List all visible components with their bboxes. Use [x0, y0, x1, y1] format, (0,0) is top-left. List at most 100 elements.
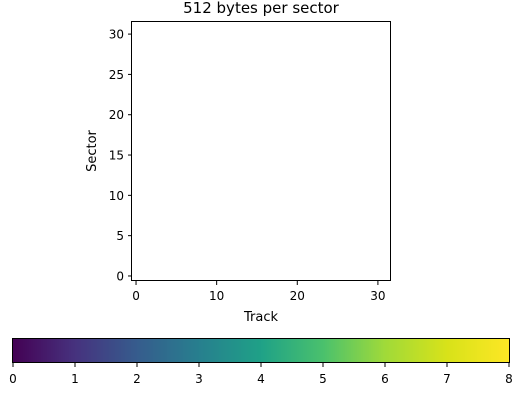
- colorbar-segment: [105, 339, 108, 362]
- x-axis-ticks: 0 10 20 30: [132, 281, 386, 303]
- colorbar-segment: [289, 339, 292, 362]
- colorbar-tick-label: 0: [9, 372, 17, 386]
- colorbar-segment: [159, 339, 162, 362]
- colorbar-segment: [281, 339, 284, 362]
- colorbar-segment: [151, 339, 154, 362]
- colorbar-segment: [309, 339, 312, 362]
- colorbar-segment: [75, 339, 78, 362]
- colorbar-segment: [301, 339, 304, 362]
- colorbar-segment: [17, 339, 20, 362]
- colorbar-segment: [67, 339, 70, 362]
- x-axis-label: Track: [243, 310, 278, 325]
- colorbar-segment: [331, 339, 334, 362]
- colorbar-segment: [293, 339, 296, 362]
- colorbar-segment: [497, 339, 500, 362]
- colorbar-segment: [125, 339, 128, 362]
- colorbar-segment: [239, 339, 242, 362]
- colorbar-segment: [203, 339, 206, 362]
- colorbar-segment: [259, 339, 262, 362]
- plot-frame: [131, 21, 391, 281]
- colorbar-tick-label: 8: [505, 372, 513, 386]
- colorbar-segment: [379, 339, 382, 362]
- colorbar-segment: [465, 339, 468, 362]
- colorbar-segment: [31, 339, 34, 362]
- colorbar-segment: [401, 339, 404, 362]
- colorbar-segment: [63, 339, 66, 362]
- colorbar-segment: [209, 339, 212, 362]
- colorbar-segment: [461, 339, 464, 362]
- colorbar-segment: [91, 339, 94, 362]
- colorbar-segment: [205, 339, 208, 362]
- colorbar-segment: [123, 339, 126, 362]
- colorbar-segment: [427, 339, 430, 362]
- colorbar-segment: [431, 339, 434, 362]
- colorbar-segment: [237, 339, 240, 362]
- colorbar-segment: [257, 339, 260, 362]
- y-tick-label: 0: [116, 269, 124, 283]
- colorbar-segment: [99, 339, 102, 362]
- colorbar-segment: [89, 339, 92, 362]
- colorbar-segment: [367, 339, 370, 362]
- y-tick-label: 25: [109, 68, 124, 82]
- colorbar-segment: [141, 339, 144, 362]
- colorbar-segment: [327, 339, 330, 362]
- colorbar-segment: [47, 339, 50, 362]
- colorbar-segment: [317, 339, 320, 362]
- colorbar-segment: [339, 339, 342, 362]
- colorbar-segment: [153, 339, 156, 362]
- colorbar-segment: [71, 339, 74, 362]
- colorbar-frame: [12, 338, 510, 363]
- colorbar-segment: [325, 339, 328, 362]
- colorbar-segment: [265, 339, 268, 362]
- colorbar-segment: [187, 339, 190, 362]
- y-tick-label: 30: [109, 28, 124, 42]
- colorbar: [13, 339, 510, 362]
- colorbar-segment: [483, 339, 486, 362]
- colorbar-segment: [421, 339, 424, 362]
- colorbar-segment: [447, 339, 450, 362]
- colorbar-segment: [43, 339, 46, 362]
- colorbar-segment: [391, 339, 394, 362]
- colorbar-segment: [419, 339, 422, 362]
- colorbar-segment: [393, 339, 396, 362]
- colorbar-segment: [189, 339, 192, 362]
- colorbar-segment: [495, 339, 498, 362]
- colorbar-segment: [149, 339, 152, 362]
- x-tick-label: 30: [370, 289, 385, 303]
- colorbar-segment: [457, 339, 460, 362]
- colorbar-segment: [235, 339, 238, 362]
- colorbar-segment: [185, 339, 188, 362]
- colorbar-segment: [369, 339, 372, 362]
- colorbar-segment: [343, 339, 346, 362]
- colorbar-segment: [133, 339, 136, 362]
- colorbar-segment: [357, 339, 360, 362]
- colorbar-segment: [215, 339, 218, 362]
- colorbar-segment: [479, 339, 482, 362]
- colorbar-segment: [171, 339, 174, 362]
- colorbar-segment: [377, 339, 380, 362]
- colorbar-segment: [13, 339, 16, 362]
- colorbar-segment: [435, 339, 438, 362]
- colorbar-segment: [245, 339, 248, 362]
- y-axis-ticks: 0 5 10 15 20 25 30: [109, 28, 131, 283]
- colorbar-segment: [297, 339, 300, 362]
- colorbar-segment: [413, 339, 416, 362]
- colorbar-tick-label: 4: [257, 372, 265, 386]
- x-tick-label: 20: [290, 289, 305, 303]
- colorbar-segment: [371, 339, 374, 362]
- colorbar-segment: [111, 339, 114, 362]
- colorbar-segment: [167, 339, 170, 362]
- colorbar-segment: [183, 339, 186, 362]
- colorbar-segment: [27, 339, 30, 362]
- colorbar-segment: [173, 339, 176, 362]
- colorbar-segment: [305, 339, 308, 362]
- colorbar-segment: [155, 339, 158, 362]
- colorbar-segment: [299, 339, 302, 362]
- colorbar-segment: [315, 339, 318, 362]
- colorbar-segment: [51, 339, 54, 362]
- colorbar-segment: [415, 339, 418, 362]
- colorbar-segment: [403, 339, 406, 362]
- colorbar-segment: [319, 339, 322, 362]
- colorbar-segment: [439, 339, 442, 362]
- colorbar-segment: [467, 339, 470, 362]
